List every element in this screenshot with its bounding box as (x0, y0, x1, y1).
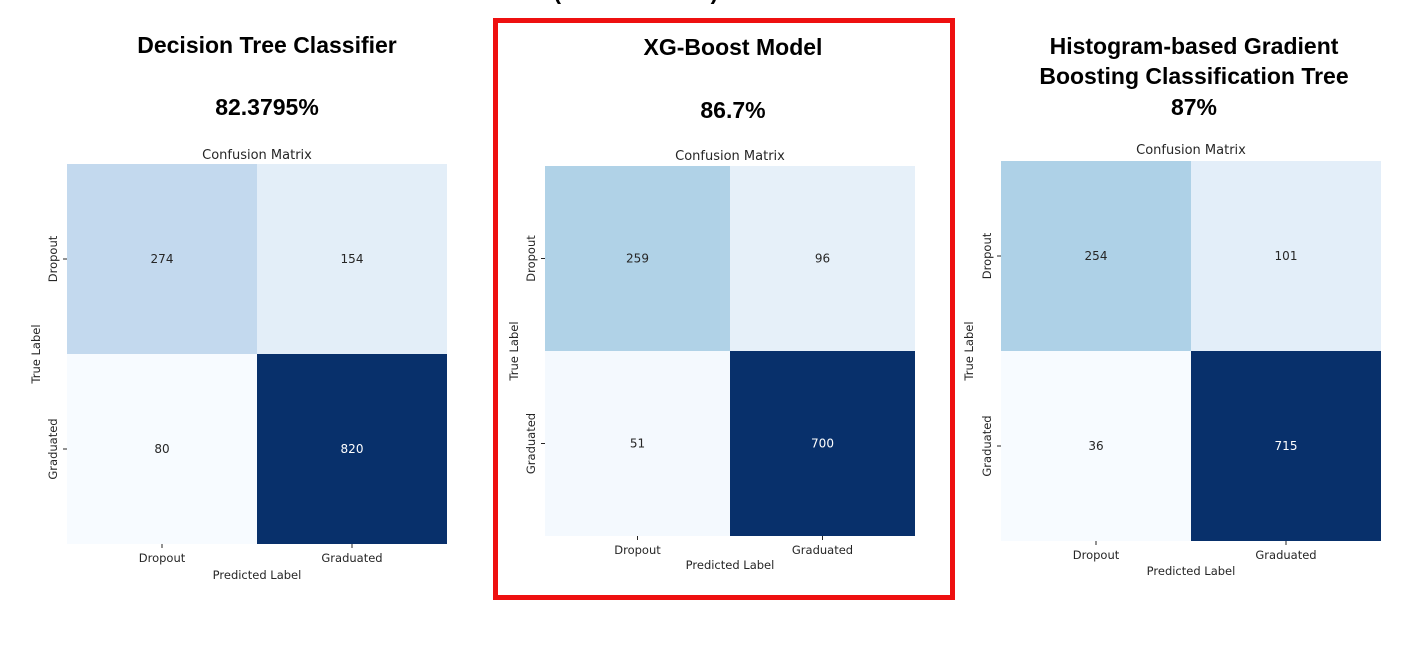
panel-3-accuracy: 87% (1170, 94, 1218, 120)
panel-1-title: Decision Tree Classifier (67, 30, 467, 60)
panel-2-title: XG-Boost Model (533, 32, 933, 62)
y-tick-label: Graduated (980, 415, 994, 476)
heatmap-cell (545, 166, 730, 351)
y-tick-label: Graduated (524, 413, 538, 474)
cell-value-label: 700 (811, 437, 834, 451)
y-tick-label: Graduated (46, 418, 60, 479)
panel-3-title: Histogram-based Gradient Boosting Classi… (980, 31, 1408, 91)
cell-value-label: 80 (154, 442, 169, 456)
panel-1-accuracy: 82.3795% (215, 94, 319, 120)
y-tick-label: Dropout (524, 235, 538, 282)
heatmap-cell (1001, 351, 1191, 541)
chart-title: Confusion Matrix (1136, 143, 1246, 158)
cell-value-label: 274 (151, 252, 174, 266)
cell-value-label: 154 (341, 252, 364, 266)
x-tick-label: Dropout (1073, 548, 1120, 562)
x-tick-label: Graduated (321, 551, 382, 565)
x-axis-label: Predicted Label (686, 558, 775, 572)
panel-2-title-line-1: XG-Boost Model (643, 34, 823, 60)
highlight-box (493, 18, 955, 600)
heatmap-cell (67, 164, 257, 354)
cell-value-label: 254 (1085, 249, 1108, 263)
y-tick-label: Dropout (46, 235, 60, 282)
heatmap-cell (257, 354, 447, 544)
heatmap-cell (730, 351, 915, 536)
panel-3-title-line-1: Histogram-based Gradient (1049, 33, 1339, 59)
heatmap-cell (545, 351, 730, 536)
chart-title: Confusion Matrix (202, 148, 312, 163)
heatmap-cell (1191, 161, 1381, 351)
y-axis-label: True Label (962, 321, 976, 381)
clipped-top-heading: (Classification) Accuracies (440, 0, 960, 8)
cell-value-label: 820 (341, 442, 364, 456)
panel-2-accuracy: 86.7% (700, 97, 766, 123)
heatmap-cell (67, 354, 257, 544)
chart-title: Confusion Matrix (675, 149, 785, 164)
y-axis-label: True Label (29, 324, 43, 384)
x-axis-label: Predicted Label (1147, 564, 1236, 578)
x-axis-label: Predicted Label (213, 568, 302, 582)
y-tick-label: Dropout (980, 232, 994, 279)
cell-value-label: 36 (1088, 439, 1103, 453)
cell-value-label: 96 (815, 252, 830, 266)
heatmap-cell (257, 164, 447, 354)
cell-value-label: 715 (1275, 439, 1298, 453)
cell-value-label: 259 (626, 252, 649, 266)
heatmap-cell (730, 166, 915, 351)
heatmap-cell (1001, 161, 1191, 351)
panel-1-title-line-1: Decision Tree Classifier (137, 32, 397, 58)
y-axis-label: True Label (507, 321, 521, 381)
heatmap-cell (1191, 351, 1381, 541)
cell-value-label: 51 (630, 437, 645, 451)
x-tick-label: Dropout (614, 543, 661, 557)
x-tick-label: Graduated (792, 543, 853, 557)
panel-3-title-line-2: Boosting Classification Tree (1039, 63, 1349, 89)
cell-value-label: 101 (1275, 249, 1298, 263)
x-tick-label: Graduated (1255, 548, 1316, 562)
x-tick-label: Dropout (139, 551, 186, 565)
